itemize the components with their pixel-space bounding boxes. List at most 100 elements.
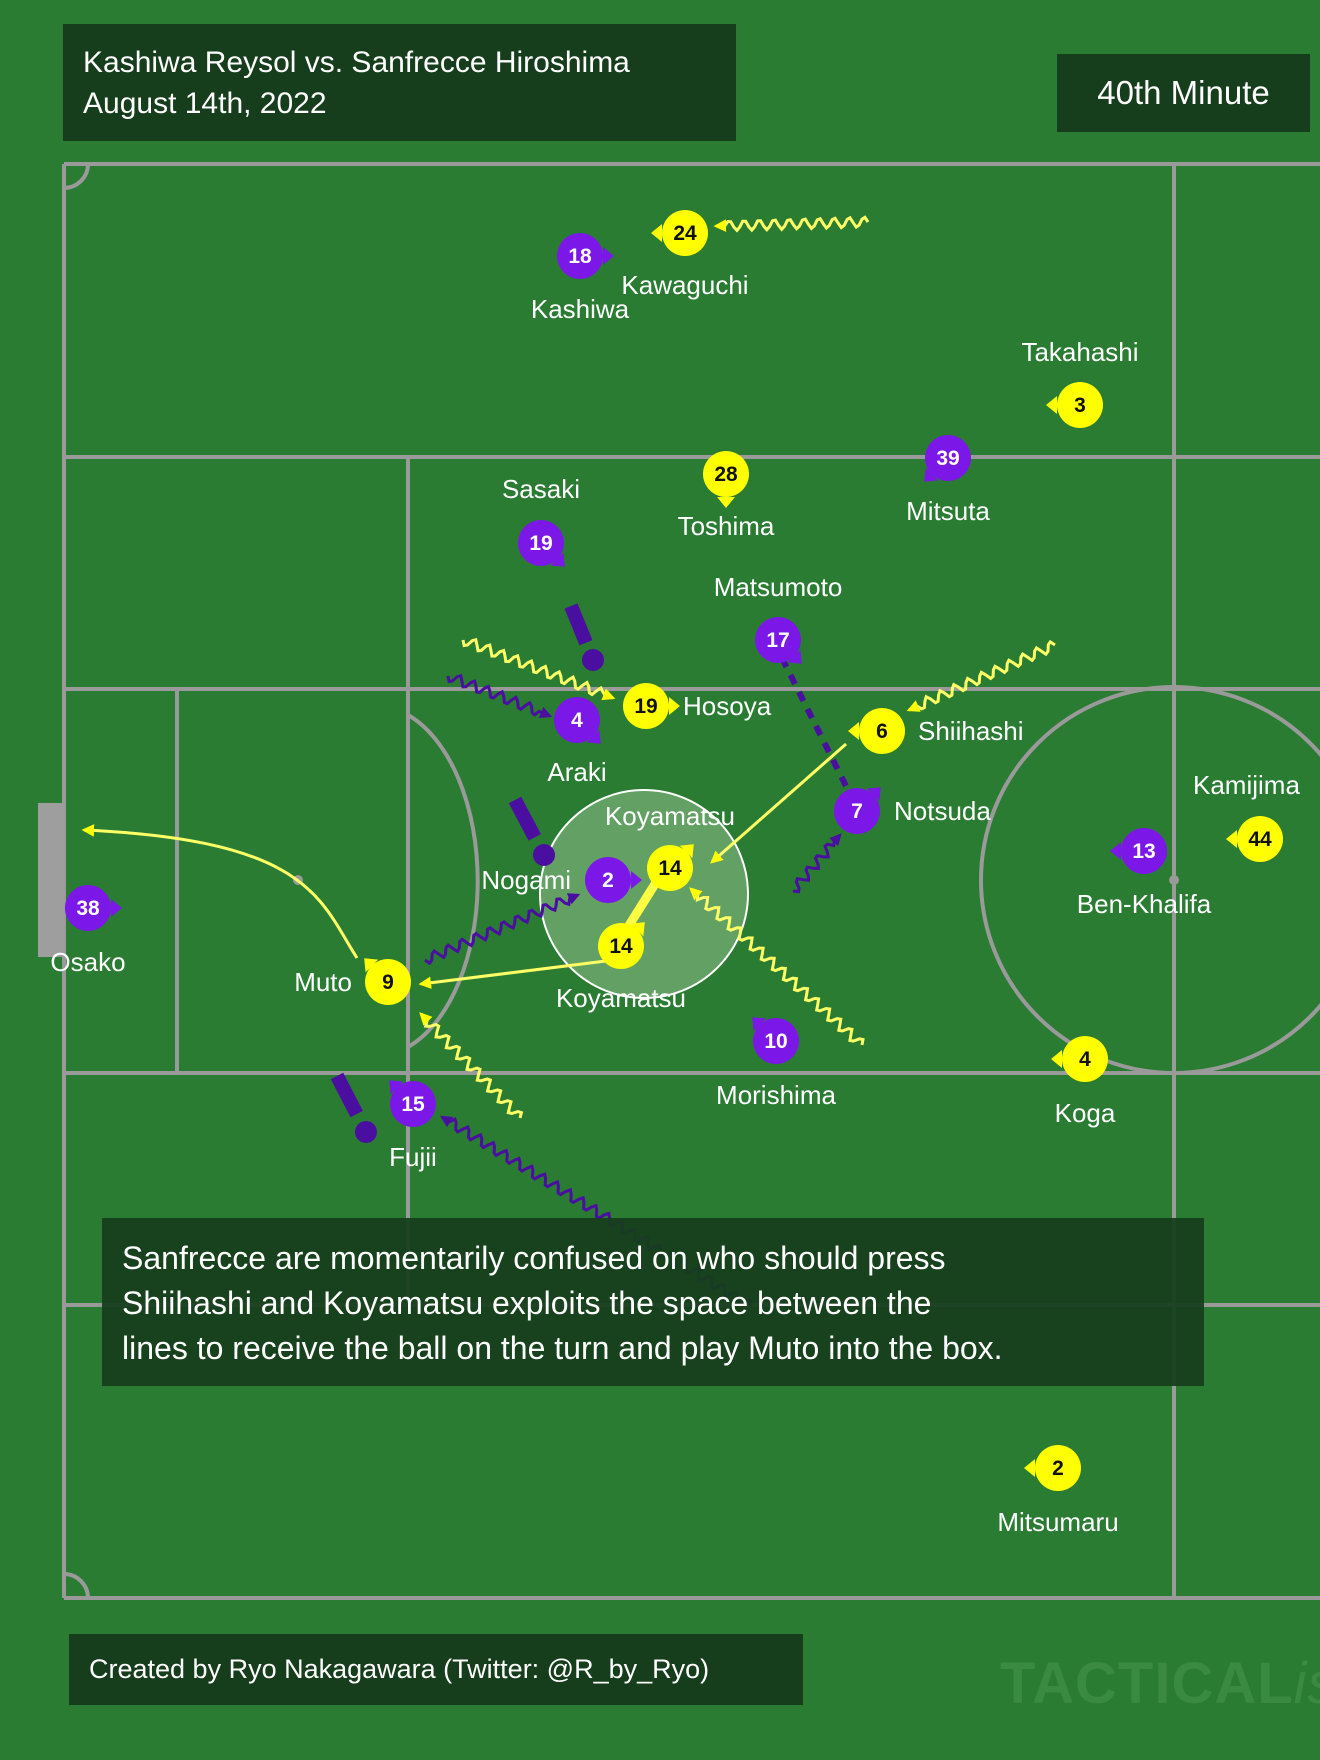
caption-box: Sanfrecce are momentarily confused on wh…: [102, 1218, 1204, 1386]
player-number: 15: [401, 1093, 425, 1116]
run-koyamatsu: [689, 887, 865, 1046]
player-name: Toshima: [678, 511, 775, 541]
pass-to-muto: [418, 958, 615, 990]
penalty-arc: [407, 713, 480, 1049]
player-morishima: 10 Morishima: [716, 1017, 836, 1110]
player-marker: [647, 845, 693, 891]
facing-direction-marker: [848, 722, 859, 740]
player-name: Nogami: [481, 865, 571, 895]
run-shiihashi: [906, 639, 1056, 712]
player-kamijima: 44 Kamijima: [1193, 770, 1300, 862]
player-shiihashi: 6 Shiihashi: [848, 708, 1024, 754]
match-date: August 14th, 2022: [83, 87, 327, 120]
caption-line-2: Shiihashi and Koyamatsu exploits the spa…: [122, 1285, 932, 1321]
exclamation-mark: [330, 1072, 377, 1143]
match-minute: 40th Minute: [1057, 54, 1310, 132]
six-yard-box: [62, 687, 179, 1075]
player-marker: [518, 520, 564, 566]
player-notsuda: 7 Notsuda: [834, 787, 991, 834]
pass-lines: [81, 742, 847, 990]
run-hosoya: [461, 637, 616, 701]
player-marker: [1035, 1445, 1081, 1491]
facing-direction-marker: [679, 844, 694, 859]
player-marker: [585, 857, 631, 903]
credit-text: Created by Ryo Nakagawara (Twitter: @R_b…: [89, 1654, 710, 1684]
facing-direction-marker: [631, 871, 642, 889]
player-name: Mitsumaru: [997, 1507, 1118, 1537]
player-takahashi: 3 Takahashi: [1021, 337, 1139, 428]
player-sasaki: 19 Sasaki: [502, 474, 580, 567]
player-number: 6: [876, 720, 888, 743]
player-number: 38: [76, 897, 100, 920]
player-marker: [390, 1081, 436, 1127]
run-notsuda: [792, 833, 842, 894]
facing-direction-marker: [389, 1080, 404, 1095]
corner-arc-bottom: [63, 1572, 90, 1599]
player-marker: [554, 697, 600, 743]
player-number: 19: [529, 532, 552, 555]
facing-direction-marker: [787, 649, 802, 664]
player-name: Mitsuta: [906, 496, 990, 526]
facing-direction-marker: [111, 899, 122, 917]
player-marker: [1062, 1036, 1108, 1082]
player-hosoya: 19 Hosoya: [623, 683, 772, 729]
player-name: Shiihashi: [918, 716, 1024, 746]
player-number: 28: [714, 463, 738, 486]
goal: [38, 803, 64, 957]
player-number: 17: [766, 629, 789, 652]
player-marker: [662, 210, 708, 256]
facing-direction-marker: [586, 729, 601, 744]
confusion-markers: [330, 603, 604, 1143]
player-name: Koyamatsu: [556, 983, 686, 1013]
player-name: Osako: [50, 947, 125, 977]
run-araki: [446, 673, 553, 719]
player-marker: [65, 885, 111, 931]
player-number: 3: [1074, 394, 1086, 417]
player-name: Araki: [547, 757, 606, 787]
player-matsumoto: 17 Matsumoto: [714, 572, 842, 664]
muto-run-into-box: [81, 824, 359, 959]
wavy-run-lines: [419, 215, 1056, 1307]
player-koyamatsu-b: 14 Koyamatsu: [556, 922, 686, 1013]
facing-direction-marker: [752, 1017, 767, 1032]
player-number: 18: [568, 245, 592, 268]
notsuda-drop-path: [779, 656, 849, 788]
player-number: 39: [936, 447, 959, 470]
exclamation-mark: [508, 796, 555, 866]
player-number: 9: [382, 971, 394, 994]
corner-arc-top: [63, 163, 90, 190]
facing-direction-marker: [603, 247, 614, 265]
player-marker: [925, 435, 971, 481]
player-name: Fujii: [389, 1142, 437, 1172]
player-name: Kawaguchi: [621, 270, 748, 300]
player-muto: 9 Muto: [294, 958, 411, 1005]
facing-direction-marker: [1051, 1050, 1062, 1068]
player-number: 14: [658, 857, 682, 880]
caption-line-3: lines to receive the ball on the turn an…: [122, 1330, 1003, 1366]
facing-direction-marker: [924, 467, 939, 482]
player-number: 13: [1132, 840, 1155, 863]
facing-direction-marker: [364, 958, 379, 973]
player-koyamatsu-a: 14 Koyamatsu: [605, 801, 735, 891]
player-name: Koyamatsu: [605, 801, 735, 831]
tacticalista-watermark: TACTICALista: [1000, 1650, 1320, 1717]
player-toshima: 28 Toshima: [678, 451, 775, 541]
player-kawaguchi: 24 Kawaguchi: [621, 210, 749, 300]
player-marker: [623, 683, 669, 729]
player-number: 44: [1248, 828, 1272, 851]
player-name: Morishima: [716, 1080, 836, 1110]
player-number: 14: [609, 935, 633, 958]
player-name: Ben-Khalifa: [1077, 889, 1212, 919]
player-number: 2: [1052, 1457, 1064, 1480]
player-number: 4: [571, 709, 583, 732]
player-number: 4: [1079, 1048, 1091, 1071]
exclamation-mark: [564, 603, 604, 671]
player-number: 7: [851, 800, 863, 823]
match-title: Kashiwa Reysol vs. Sanfrecce Hiroshima: [83, 46, 630, 79]
player-mitsuta: 39 Mitsuta: [906, 435, 990, 526]
run-nogami: [424, 893, 581, 966]
caption-line-1: Sanfrecce are momentarily confused on wh…: [122, 1240, 946, 1276]
player-name: Hosoya: [683, 691, 772, 721]
